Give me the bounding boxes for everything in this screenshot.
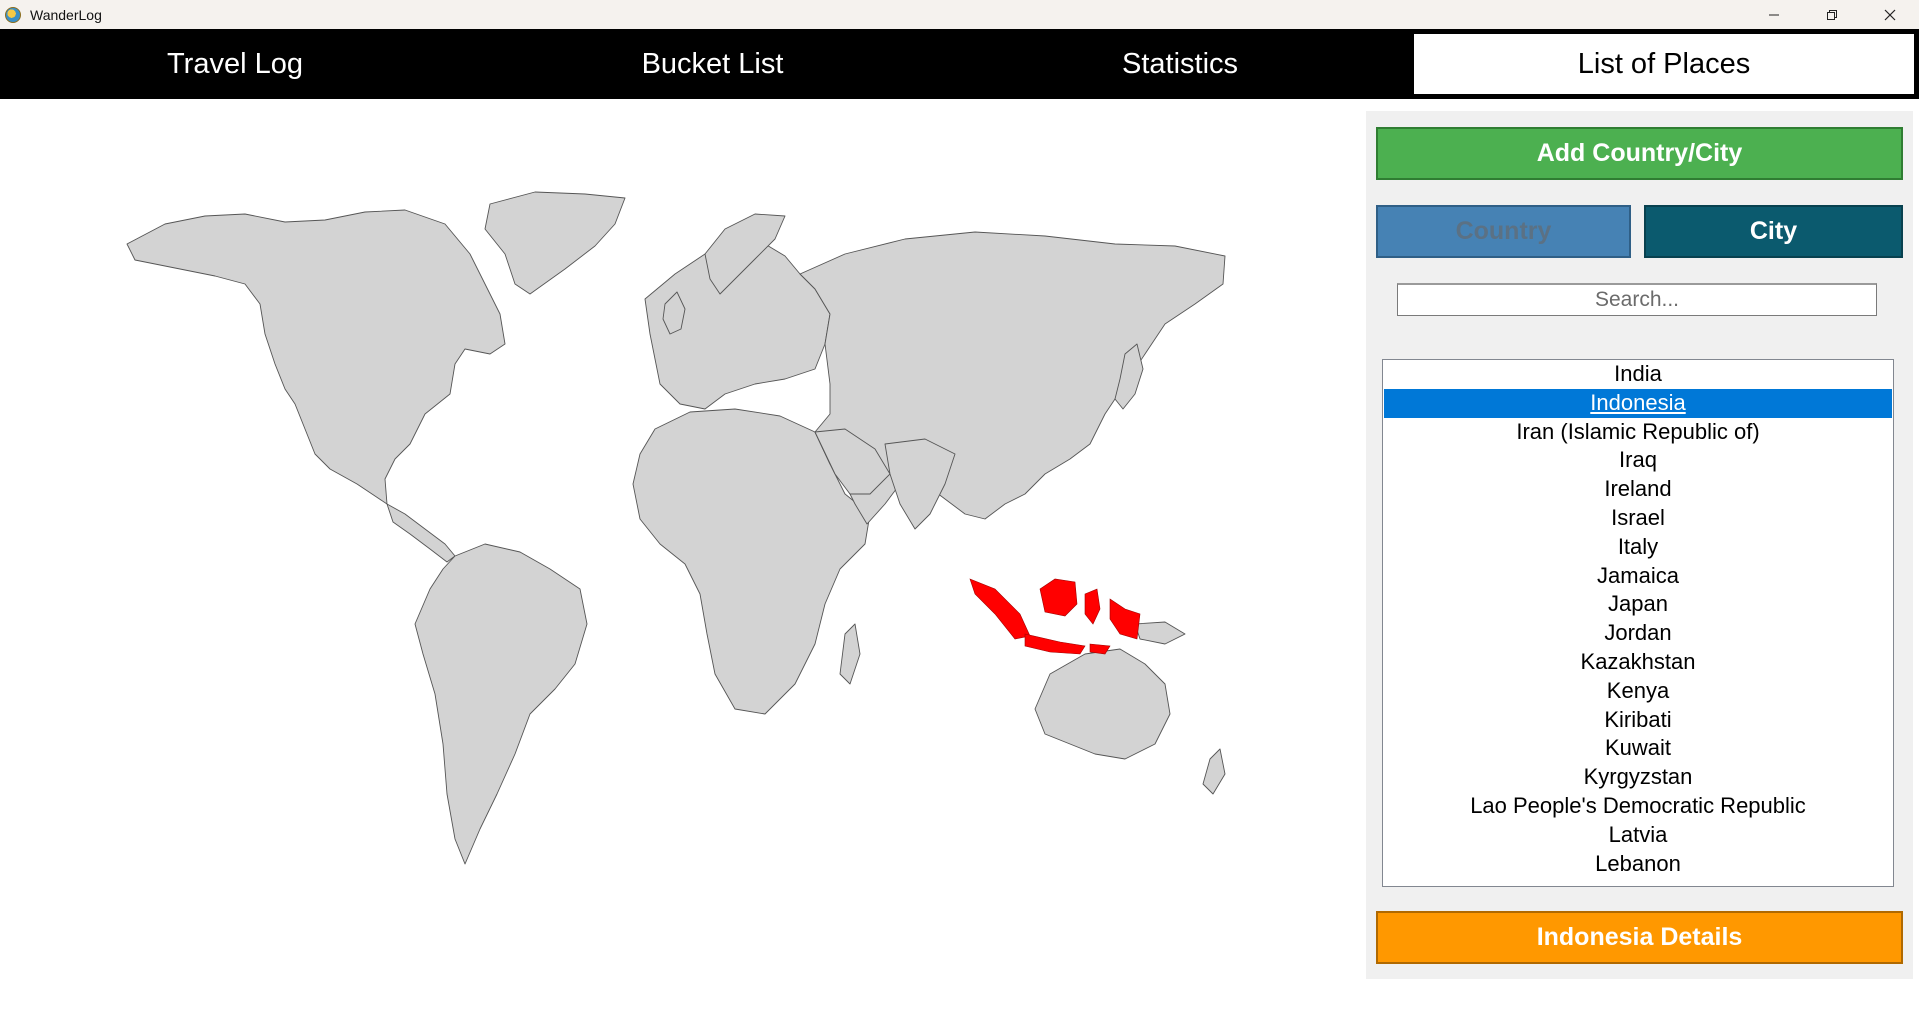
list-item[interactable]: Iraq [1619, 447, 1657, 473]
list-item[interactable]: Japan [1608, 591, 1668, 617]
list-item[interactable]: Latvia [1608, 821, 1668, 847]
list-item[interactable]: Jamaica [1597, 562, 1679, 588]
arabia-landmass [814, 428, 891, 495]
south-america-landmass [414, 543, 588, 865]
list-item[interactable]: Lebanon [1595, 850, 1681, 876]
india-landmass [884, 438, 956, 530]
city-toggle-button[interactable]: City [1644, 205, 1903, 258]
country-toggle-button[interactable]: Country [1376, 205, 1631, 258]
window-controls [1745, 0, 1919, 29]
list-item[interactable]: Kuwait [1604, 735, 1672, 761]
list-item[interactable]: India [1614, 361, 1662, 386]
tab-statistics[interactable]: Statistics [1121, 47, 1239, 80]
new-zealand-landmass [1202, 748, 1226, 795]
list-item[interactable]: Israel [1611, 504, 1665, 530]
window-title: WanderLog [30, 6, 102, 23]
add-country-city-button[interactable]: Add Country/City [1376, 127, 1903, 180]
papua-landmass [1134, 621, 1186, 645]
tab-bar: Travel Log Bucket List Statistics List o… [0, 29, 1919, 99]
minimize-icon[interactable] [1745, 0, 1803, 29]
world-map[interactable] [125, 184, 1230, 904]
restore-icon[interactable] [1803, 0, 1861, 29]
close-icon[interactable] [1861, 0, 1919, 29]
list-item[interactable]: Jordan [1604, 620, 1672, 646]
list-item[interactable]: Kiribati [1604, 706, 1672, 732]
wanderlog-globe-icon [5, 6, 21, 23]
scandinavia-landmass [704, 213, 786, 295]
central-america-landmass [386, 503, 456, 563]
uk-landmass [662, 291, 686, 335]
indonesia-highlight [969, 578, 1141, 655]
list-item[interactable]: Italy [1617, 533, 1659, 559]
list-item[interactable]: Kyrgyzstan [1583, 764, 1693, 790]
north-america-landmass [126, 209, 506, 505]
list-item[interactable]: Iran (Islamic Republic of) [1516, 418, 1760, 444]
places-listbox[interactable]: India Indonesia Iran (Islamic Republic of)… [1382, 359, 1894, 887]
country-details-button[interactable]: Indonesia Details [1376, 911, 1903, 964]
list-item[interactable]: Kenya [1606, 677, 1670, 703]
tab-bucket-list[interactable]: Bucket List [641, 47, 784, 80]
world-map-area [0, 99, 1360, 1016]
tab-list-of-places[interactable]: List of Places [1414, 34, 1914, 94]
madagascar-landmass [839, 623, 861, 685]
africa-landmass [632, 408, 871, 715]
title-bar: WanderLog [0, 0, 1919, 29]
list-item[interactable]: Kazakhstan [1580, 648, 1696, 674]
australia-landmass [1034, 648, 1171, 760]
greenland-landmass [484, 191, 626, 295]
search-input[interactable] [1397, 283, 1877, 316]
japan-landmass [1114, 343, 1144, 410]
list-item[interactable]: Lao People's Democratic Republic [1470, 792, 1806, 818]
list-item[interactable]: Ireland [1604, 476, 1672, 502]
places-panel: Add Country/City Country City IndiaIndon… [1366, 111, 1913, 979]
list-item[interactable]: Indonesia [1384, 388, 1892, 418]
tab-travel-log[interactable]: Travel Log [167, 47, 303, 80]
